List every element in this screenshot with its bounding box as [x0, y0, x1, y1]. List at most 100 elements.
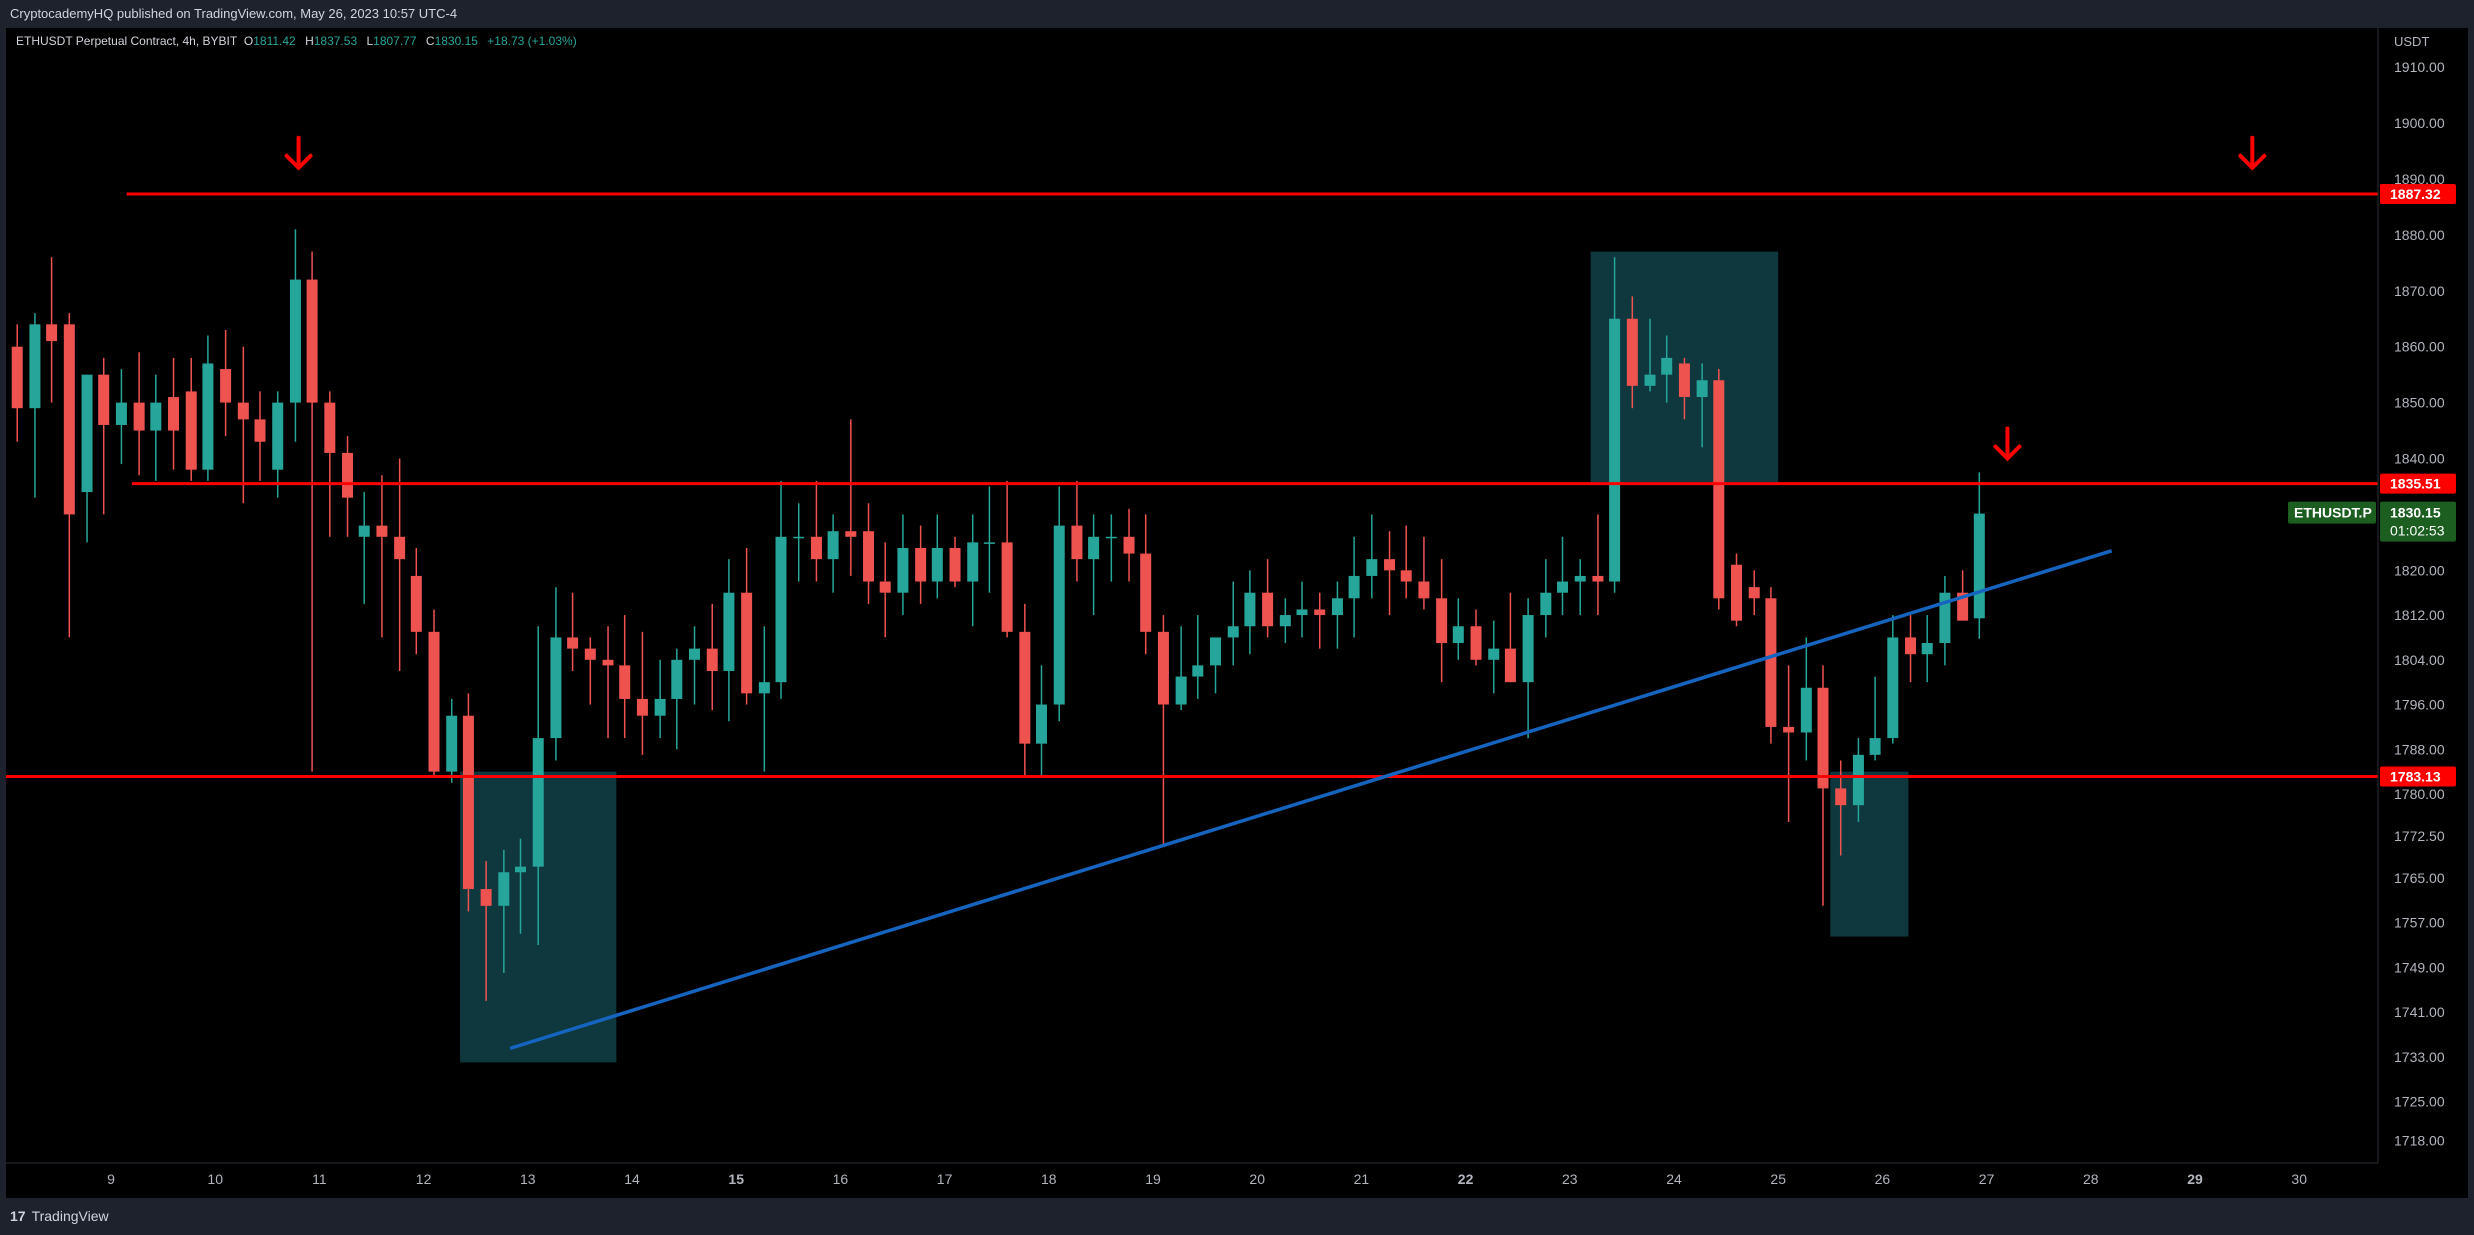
candle-body[interactable]	[671, 659, 683, 699]
candle-body[interactable]	[1887, 637, 1899, 739]
candle-body[interactable]	[1592, 575, 1604, 582]
candle-body[interactable]	[324, 402, 336, 453]
candle-body[interactable]	[636, 698, 648, 716]
candle-body[interactable]	[1696, 380, 1708, 398]
candle-body[interactable]	[1244, 592, 1256, 627]
candle-body[interactable]	[810, 536, 822, 560]
candle-body[interactable]	[1835, 788, 1847, 806]
candle-body[interactable]	[983, 542, 995, 544]
candle-body[interactable]	[1036, 704, 1048, 744]
candle-body[interactable]	[1157, 631, 1169, 705]
candle-body[interactable]	[1939, 592, 1951, 644]
candle-body[interactable]	[1661, 357, 1673, 375]
candle-body[interactable]	[602, 659, 614, 666]
candle-body[interactable]	[1800, 687, 1812, 733]
candle-body[interactable]	[1626, 318, 1638, 386]
candle-body[interactable]	[915, 547, 927, 582]
candle-body[interactable]	[1748, 587, 1760, 599]
candle-body[interactable]	[706, 648, 718, 671]
candle-body[interactable]	[289, 279, 301, 403]
candle-body[interactable]	[1765, 598, 1777, 727]
candle-body[interactable]	[931, 547, 943, 582]
candle-body[interactable]	[498, 872, 510, 906]
candle-body[interactable]	[272, 402, 284, 470]
candle-body[interactable]	[1418, 581, 1430, 599]
candle-body[interactable]	[1071, 525, 1083, 560]
candle-body[interactable]	[689, 648, 701, 660]
candle-body[interactable]	[967, 542, 979, 582]
candle-body[interactable]	[394, 536, 406, 560]
candle-body[interactable]	[63, 324, 75, 515]
candle-body[interactable]	[1366, 559, 1378, 576]
candle-body[interactable]	[342, 452, 354, 498]
candle-body[interactable]	[1279, 615, 1291, 627]
candle-body[interactable]	[376, 525, 388, 537]
candle-body[interactable]	[1105, 536, 1117, 539]
candle-body[interactable]	[446, 715, 458, 772]
candle-body[interactable]	[723, 592, 735, 671]
candle-body[interactable]	[1973, 513, 1985, 619]
candle-body[interactable]	[202, 363, 214, 470]
chart-frame[interactable]: USDT 1910.00 1900.00 1890.00 1880.00 1870.00 1…	[6, 28, 2468, 1198]
candle-body[interactable]	[1331, 598, 1343, 616]
tradingview-brand[interactable]: TradingView	[31, 1208, 109, 1224]
candle-body[interactable]	[306, 279, 318, 403]
candle-body[interactable]	[150, 402, 162, 431]
candle-body[interactable]	[1019, 631, 1031, 744]
candle-body[interactable]	[46, 324, 58, 342]
candle-body[interactable]	[775, 536, 787, 683]
candle-body[interactable]	[1470, 626, 1482, 660]
candle-body[interactable]	[168, 397, 180, 431]
candle-body[interactable]	[567, 637, 579, 649]
candle-body[interactable]	[1123, 536, 1135, 554]
candle-body[interactable]	[1921, 643, 1933, 655]
candle-body[interactable]	[358, 525, 370, 537]
candle-body[interactable]	[237, 402, 249, 420]
candle-body[interactable]	[1574, 575, 1586, 582]
candle-body[interactable]	[1088, 536, 1100, 560]
candle-body[interactable]	[1731, 564, 1743, 621]
candle-body[interactable]	[515, 866, 527, 873]
candle-body[interactable]	[1314, 609, 1326, 616]
candle-body[interactable]	[462, 715, 474, 890]
candle-body[interactable]	[254, 419, 266, 442]
candle-body[interactable]	[1852, 754, 1864, 806]
candle-body[interactable]	[1348, 575, 1360, 599]
candle-body[interactable]	[1557, 581, 1569, 593]
candle-body[interactable]	[1609, 318, 1621, 582]
tradingview-logo-icon[interactable]: 17	[10, 1208, 26, 1224]
arrow-down-icon-0[interactable]	[284, 135, 313, 171]
candle-body[interactable]	[1384, 559, 1396, 571]
candle-body[interactable]	[1905, 637, 1917, 655]
candle-body[interactable]	[1227, 626, 1239, 638]
candle-body[interactable]	[1436, 598, 1448, 644]
candle-body[interactable]	[1140, 553, 1152, 632]
candle-body[interactable]	[758, 682, 770, 694]
price-axis[interactable]	[2378, 28, 2468, 1198]
candle-body[interactable]	[1869, 738, 1881, 755]
candle-body[interactable]	[863, 531, 875, 582]
candle-body[interactable]	[1522, 615, 1534, 683]
candle-body[interactable]	[1488, 648, 1500, 660]
candle-body[interactable]	[793, 536, 805, 539]
candle-body[interactable]	[619, 665, 631, 699]
tradingview-footer[interactable]: 17 TradingView	[0, 1198, 2474, 1235]
symbol-legend[interactable]: ETHUSDT Perpetual Contract, 4h, BYBIT O1…	[16, 34, 577, 48]
candle-body[interactable]	[428, 631, 440, 772]
candle-body[interactable]	[532, 738, 544, 867]
candle-body[interactable]	[550, 637, 562, 739]
candle-body[interactable]	[133, 402, 145, 431]
candle-body[interactable]	[480, 889, 492, 906]
candle-body[interactable]	[81, 374, 93, 493]
candle-body[interactable]	[949, 547, 961, 582]
candle-body[interactable]	[654, 698, 666, 716]
candle-body[interactable]	[845, 531, 857, 537]
candle-body[interactable]	[410, 575, 422, 632]
candle-body[interactable]	[827, 531, 839, 560]
candle-body[interactable]	[1210, 637, 1222, 666]
candle-body[interactable]	[1452, 626, 1464, 644]
candle-body[interactable]	[1713, 380, 1725, 599]
candle-body[interactable]	[98, 374, 110, 425]
candle-body[interactable]	[185, 391, 197, 470]
arrow-down-icon-2[interactable]	[1993, 426, 2022, 462]
